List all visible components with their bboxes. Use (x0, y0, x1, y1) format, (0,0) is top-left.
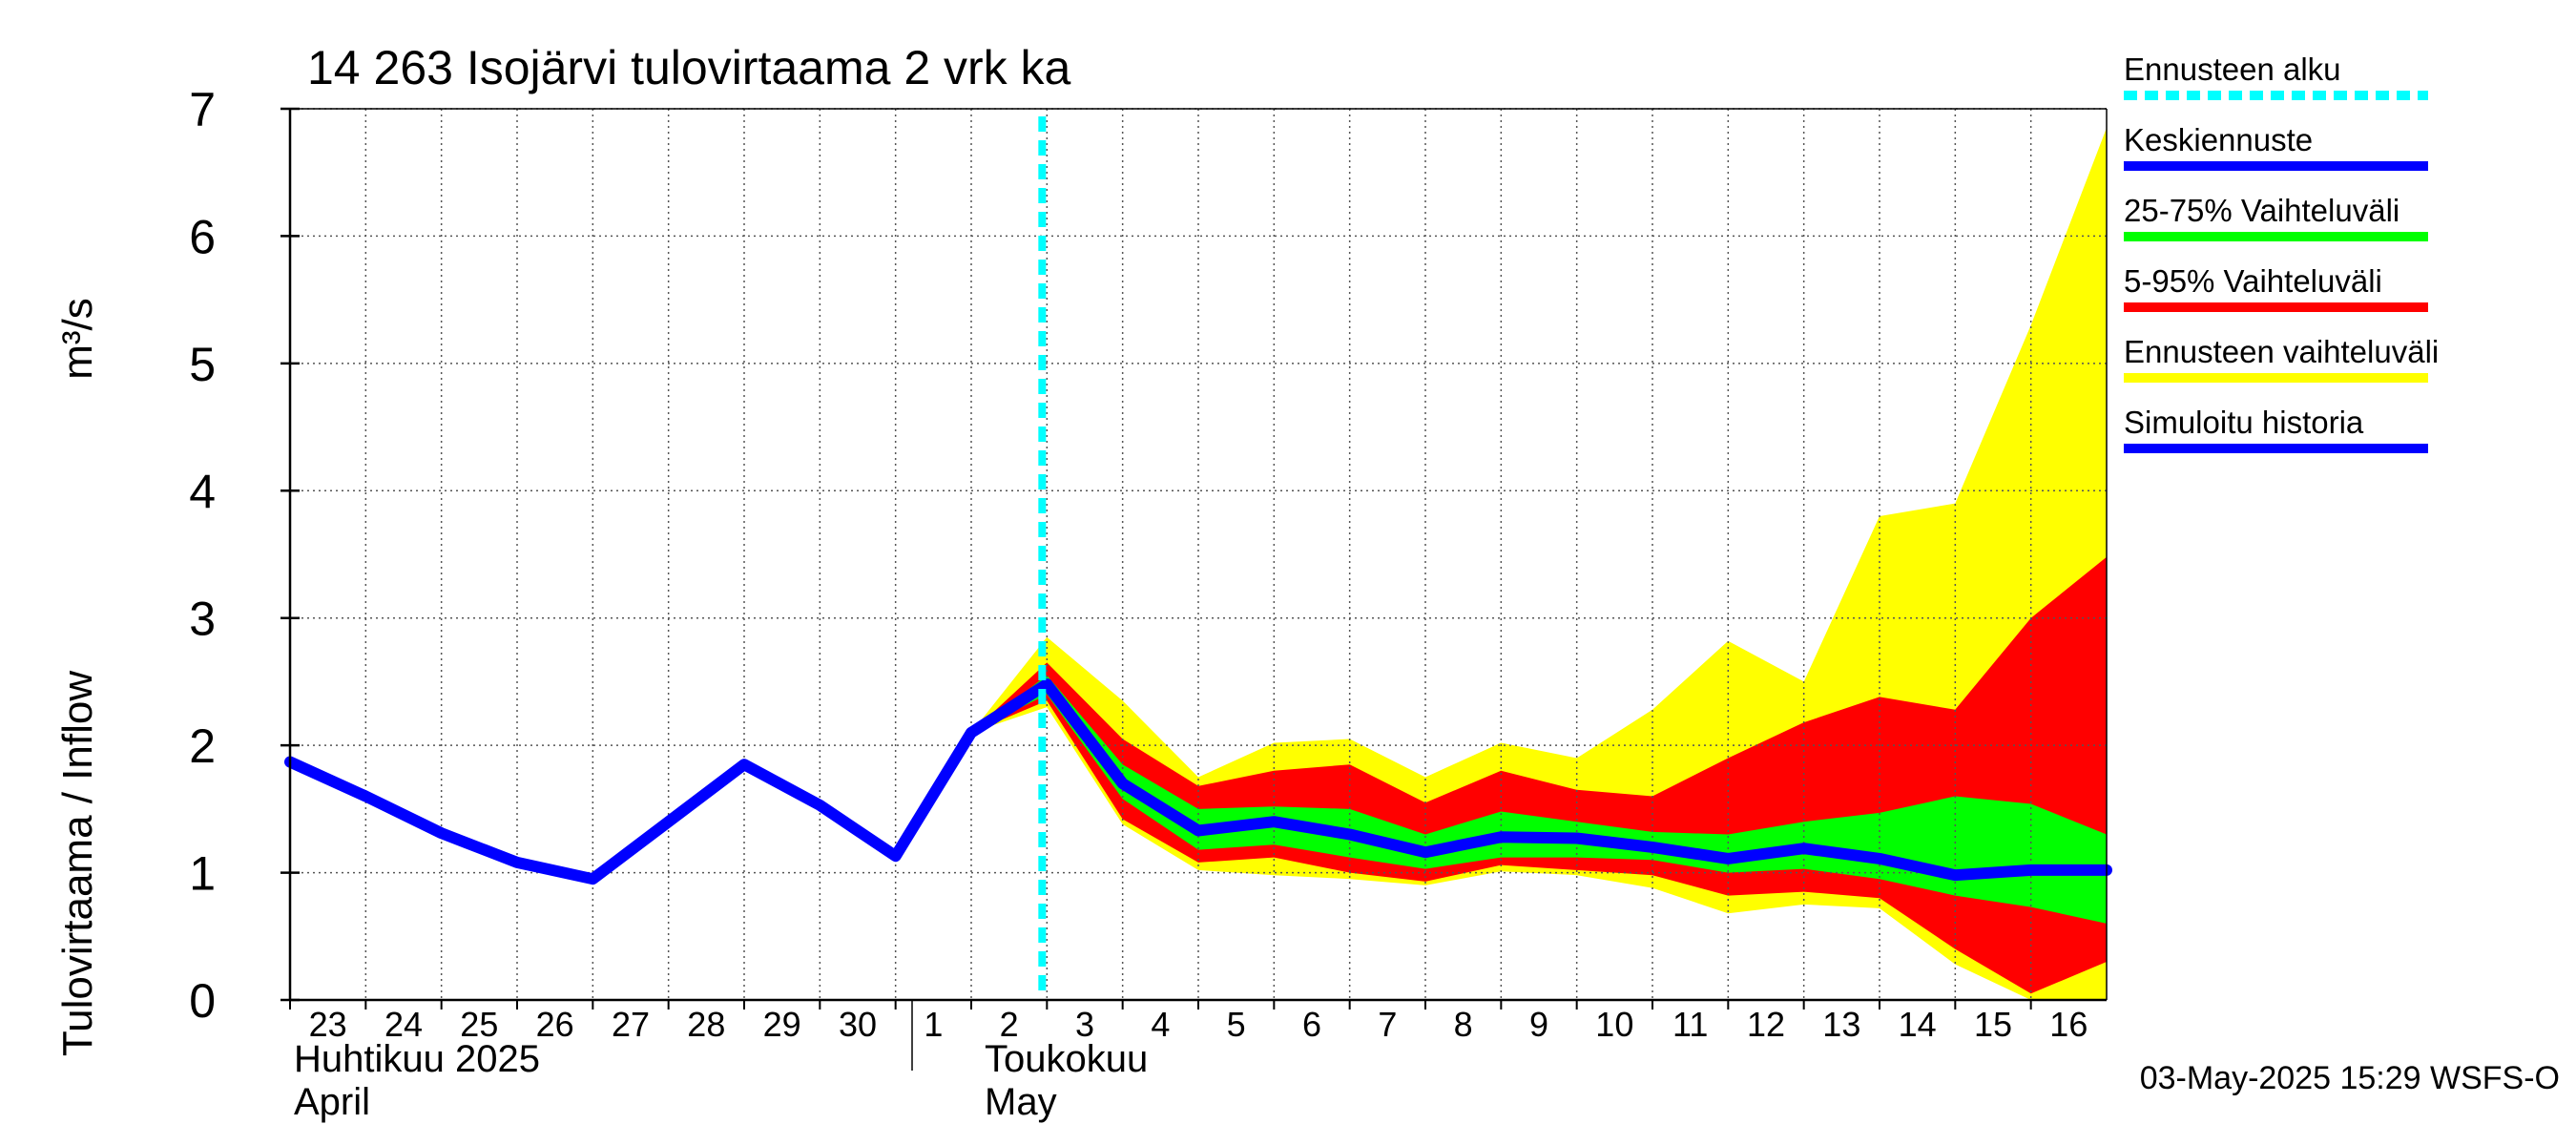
x-tick-label: 10 (1595, 1005, 1633, 1044)
x-tick-label: 27 (612, 1005, 650, 1044)
legend: Ennusteen alku Keskiennuste 25-75% Vaihtel… (2124, 52, 2439, 453)
y-tick-label: 7 (189, 83, 216, 136)
x-tick-label: 8 (1454, 1005, 1473, 1044)
y-tick-label: 6 (189, 210, 216, 263)
legend-label: Simuloitu historia (2124, 405, 2364, 440)
chart-title: 14 263 Isojärvi tulovirtaama 2 vrk ka (307, 41, 1071, 94)
legend-label: Ennusteen alku (2124, 52, 2341, 87)
y-tick-labels: 0 1 2 3 4 5 6 7 (189, 83, 216, 1028)
footer-timestamp: 03-May-2025 15:29 WSFS-O (2140, 1060, 2560, 1096)
x-tick-label: 26 (536, 1005, 574, 1044)
x-tick-labels: 23 24 25 26 27 28 29 30 1 2 3 4 5 6 7 8 9 10 11 12 13 14 15 16 (309, 1005, 2088, 1044)
legend-label: Keskiennuste (2124, 122, 2313, 157)
x-tick-label: 16 (2049, 1005, 2088, 1044)
x-tick-label: 12 (1747, 1005, 1785, 1044)
band-25-75-vaihteluv-li (971, 675, 2107, 924)
month-label-primary: Toukokuu (985, 1038, 1148, 1080)
x-tick-label: 4 (1151, 1005, 1170, 1044)
legend-label: Ennusteen vaihteluväli (2124, 334, 2439, 369)
y-tick-label: 5 (189, 338, 216, 391)
x-tick-label: 13 (1822, 1005, 1860, 1044)
y-tick-label: 2 (189, 719, 216, 773)
series-line-simuloitu-historia (284, 678, 1053, 885)
y-tick-label: 3 (189, 593, 216, 646)
x-tick-label: 23 (309, 1005, 347, 1044)
x-tick-label: 25 (460, 1005, 498, 1044)
x-tick-label: 28 (687, 1005, 725, 1044)
y-axis-label: Tulovirtaama / Inflow (54, 671, 101, 1057)
legend-label: 5-95% Vaihteluväli (2124, 263, 2382, 299)
x-tick-label: 24 (384, 1005, 423, 1044)
y-axis-unit-group: m³/s (54, 298, 101, 380)
y-tick-label: 0 (189, 974, 216, 1028)
month-label-primary: Huhtikuu 2025 (294, 1038, 540, 1080)
month-label-secondary: May (985, 1081, 1057, 1123)
forecast-bands (971, 128, 2107, 1000)
band-5-95-vaihteluv-li (971, 556, 2107, 994)
x-tick-label: 9 (1529, 1005, 1548, 1044)
x-tick-label: 7 (1378, 1005, 1397, 1044)
y-axis-unit: m³/s (54, 298, 101, 380)
series-lines (284, 678, 2112, 885)
x-tick-label: 11 (1672, 1005, 1708, 1044)
y-tick-label: 1 (189, 847, 216, 901)
legend-label: 25-75% Vaihteluväli (2124, 193, 2399, 228)
y-tick-label: 4 (189, 465, 216, 518)
x-tick-label: 30 (839, 1005, 877, 1044)
x-tick-label: 2 (1000, 1005, 1019, 1044)
y-axis-label-group: Tulovirtaama / Inflow (54, 671, 101, 1057)
x-tick-label: 29 (763, 1005, 801, 1044)
x-tick-label: 5 (1227, 1005, 1246, 1044)
x-tick-label: 6 (1302, 1005, 1321, 1044)
x-tick-label: 1 (924, 1005, 943, 1044)
x-tick-label: 14 (1899, 1005, 1937, 1044)
series-line-keskiennuste (1041, 678, 2112, 882)
month-label-secondary: April (294, 1081, 370, 1123)
x-tick-label: 3 (1075, 1005, 1094, 1044)
x-tick-label: 15 (1974, 1005, 2012, 1044)
axes (280, 107, 2108, 1071)
